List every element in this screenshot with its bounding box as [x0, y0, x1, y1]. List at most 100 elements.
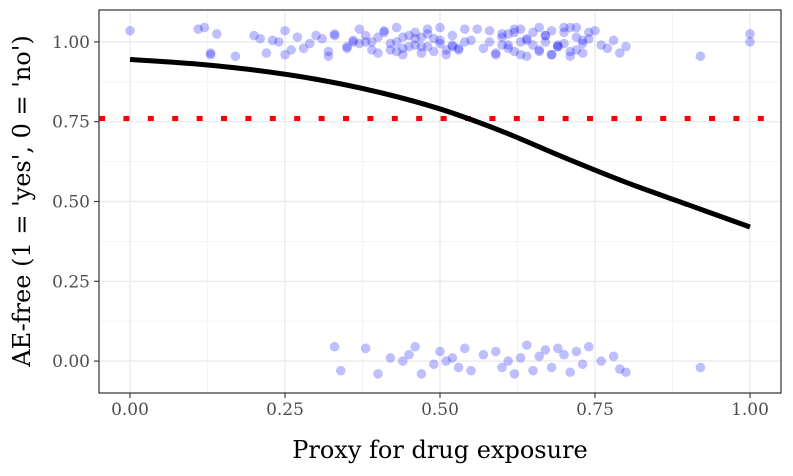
data-point [621, 41, 631, 52]
data-point [360, 30, 371, 41]
data-point [348, 37, 359, 47]
data-point [398, 356, 408, 366]
data-point [509, 46, 520, 57]
data-point [515, 37, 526, 47]
data-point [385, 45, 396, 55]
data-point [329, 30, 340, 41]
y-axis: 0.00 0.25 0.50 0.75 1.00 [52, 33, 99, 372]
y-axis-title: AE-free (1 = 'yes', 0 = 'no') [8, 35, 36, 367]
data-point [540, 30, 551, 41]
data-point [577, 38, 588, 49]
data-point [522, 33, 532, 44]
data-point [466, 365, 476, 376]
data-point [441, 356, 452, 366]
data-point [453, 45, 464, 55]
data-point [522, 51, 532, 62]
data-point [360, 343, 371, 354]
data-point [435, 38, 445, 49]
y-tick-label: 0.50 [52, 193, 90, 213]
data-point [391, 22, 402, 33]
data-point [292, 32, 303, 42]
data-point [379, 27, 390, 38]
data-point [695, 362, 706, 373]
data-point [373, 48, 383, 58]
x-tick-label: 0.75 [576, 400, 614, 420]
data-point [484, 25, 495, 36]
data-point [280, 49, 290, 60]
data-point [367, 45, 377, 55]
data-point [528, 27, 538, 38]
data-point [608, 35, 619, 46]
data-point [565, 22, 575, 33]
data-point [354, 38, 365, 49]
data-point [621, 367, 631, 378]
data-point [336, 365, 346, 376]
data-point [199, 22, 210, 33]
data-point [410, 27, 421, 38]
data-point [503, 356, 513, 366]
data-point [553, 41, 563, 52]
data-point [255, 33, 265, 44]
data-point [422, 29, 433, 39]
data-point [398, 49, 408, 60]
data-point [615, 364, 625, 374]
data-point [267, 35, 278, 46]
data-point [497, 362, 507, 373]
scatter-points [125, 22, 755, 379]
data-point [484, 37, 495, 47]
data-point [429, 359, 439, 370]
data-point [509, 369, 520, 379]
data-point [497, 40, 507, 50]
data-point [491, 48, 501, 58]
data-point [441, 49, 452, 60]
data-point [391, 46, 402, 57]
x-tick-label: 0.00 [111, 400, 149, 420]
data-point [385, 353, 396, 363]
data-point [515, 24, 526, 34]
y-tick-label: 0.75 [52, 113, 90, 133]
data-point [323, 51, 334, 62]
data-point [577, 35, 588, 46]
data-point [497, 29, 507, 39]
data-point [398, 32, 408, 42]
data-point [435, 346, 445, 357]
data-point [460, 37, 470, 47]
data-point [546, 362, 557, 373]
data-point [522, 340, 532, 350]
data-point [534, 45, 544, 55]
data-point [416, 369, 427, 379]
data-point [429, 46, 439, 57]
data-point [460, 343, 470, 354]
data-point [528, 365, 538, 376]
data-point [373, 369, 383, 379]
data-point [286, 45, 297, 55]
data-point [441, 45, 452, 55]
data-point [447, 41, 458, 52]
data-point [584, 27, 594, 38]
data-point [422, 41, 433, 52]
x-axis-title: Proxy for drug exposure [292, 436, 588, 464]
data-point [509, 27, 520, 38]
data-point [553, 343, 563, 354]
data-point [540, 345, 551, 355]
data-point [274, 37, 284, 47]
data-point [534, 46, 544, 57]
data-point [553, 41, 563, 52]
y-tick-label: 0.00 [52, 352, 90, 372]
data-point [429, 33, 439, 44]
data-point [410, 33, 421, 44]
data-point [553, 40, 563, 50]
data-point [348, 35, 359, 46]
data-point [205, 48, 216, 58]
data-point [559, 22, 569, 33]
data-point [590, 25, 600, 36]
data-point [571, 45, 582, 55]
data-point [596, 356, 606, 366]
data-point [453, 43, 464, 54]
data-point [311, 30, 321, 41]
data-point [447, 40, 458, 50]
data-point [447, 30, 458, 41]
data-point [584, 341, 594, 352]
data-point [404, 41, 414, 52]
data-point [360, 37, 371, 47]
